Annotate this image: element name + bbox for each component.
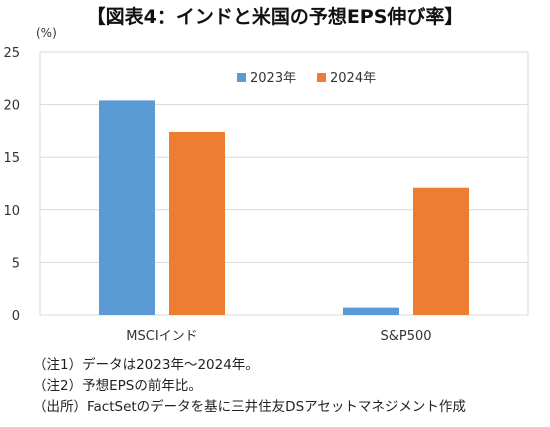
legend-label: 2023年 — [250, 71, 296, 86]
y-tick-label: 15 — [3, 151, 20, 166]
bar — [343, 307, 399, 315]
legend-label: 2024年 — [330, 71, 376, 86]
footnote-source: （出所）FactSetのデータを基に三井住友DSアセットマネジメント作成 — [33, 399, 466, 415]
y-tick-label: 5 — [12, 256, 20, 271]
bars — [99, 100, 469, 315]
x-category-labels: MSCIインド S&P500 — [126, 329, 431, 344]
x-category-label: MSCIインド — [126, 329, 197, 344]
bar — [99, 100, 155, 315]
footnotes: （注1）データは2023年～2024年。 （注2）予想EPSの前年比。 （出所）… — [33, 355, 466, 418]
legend-swatch — [317, 73, 326, 82]
bar — [413, 187, 469, 315]
y-tick-labels: 0 5 10 15 20 25 — [3, 46, 20, 324]
footnote-1: （注1）データは2023年～2024年。 — [33, 357, 259, 373]
y-tick-label: 0 — [12, 309, 20, 324]
x-category-label: S&P500 — [380, 329, 431, 344]
chart-title: 【図表4：インドと米国の予想EPS伸び率】 — [86, 6, 464, 28]
y-tick-label: 25 — [3, 46, 20, 61]
bar — [169, 131, 225, 315]
bar-chart: 0 5 10 15 20 25 MSCIインド S&P500 2023年 2024年 — [3, 46, 529, 344]
legend-swatch — [237, 73, 246, 82]
y-axis-unit: (%) — [36, 26, 57, 40]
y-tick-label: 20 — [3, 99, 20, 114]
legend: 2023年 2024年 — [237, 71, 376, 86]
footnote-2: （注2）予想EPSの前年比。 — [33, 378, 202, 394]
y-tick-label: 10 — [3, 204, 20, 219]
